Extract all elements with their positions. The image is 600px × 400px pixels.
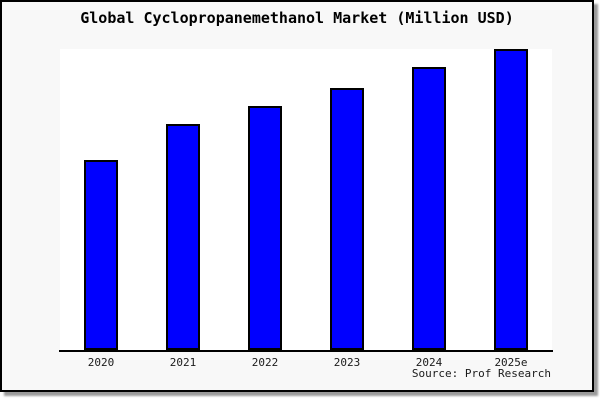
x-axis-label-2025e: 2025e <box>494 356 528 369</box>
source-credit: Source: Prof Research <box>411 367 551 380</box>
bar-2021 <box>166 124 200 350</box>
x-axis-labels: 2020 2021 2022 2023 2024 2025e <box>60 356 552 370</box>
x-axis-label-2021: 2021 <box>169 356 197 369</box>
bar-2020 <box>84 160 118 350</box>
x-axis-label-2024: 2024 <box>415 356 443 369</box>
chart-card: Global Cyclopropanemethanol Market (Mill… <box>0 0 594 392</box>
plot-area <box>60 49 552 350</box>
x-axis-label-2023: 2023 <box>333 356 361 369</box>
bar-2022 <box>248 106 282 350</box>
x-axis-label-2022: 2022 <box>251 356 279 369</box>
x-axis-line <box>59 350 553 352</box>
bar-2024 <box>412 67 446 350</box>
bar-2025e <box>494 49 528 350</box>
chart-title: Global Cyclopropanemethanol Market (Mill… <box>80 9 514 27</box>
x-axis-label-2020: 2020 <box>87 356 115 369</box>
bar-2023 <box>330 88 364 350</box>
